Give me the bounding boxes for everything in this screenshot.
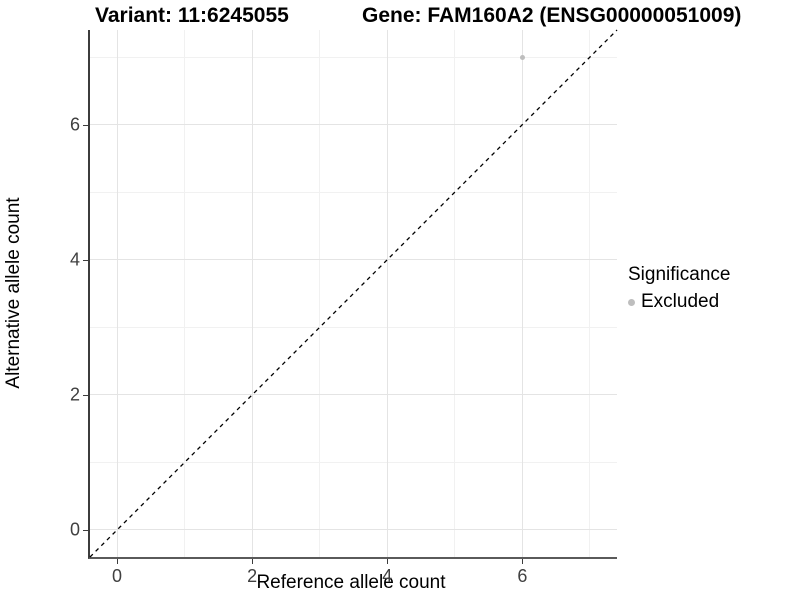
y-tick-label: 0 [69, 519, 80, 540]
plot-panel [88, 29, 618, 559]
x-tick-mark [117, 559, 119, 564]
x-tick-mark [522, 559, 524, 564]
major-gridline-vertical [386, 30, 388, 557]
plot-title-variant: Variant: 11:6245055 [95, 4, 289, 27]
x-tick-label: 0 [112, 566, 123, 586]
legend-entry-excluded: Excluded [628, 291, 730, 313]
y-tick-mark [83, 259, 88, 261]
major-gridline-vertical [251, 30, 253, 557]
legend-point-icon [628, 298, 635, 306]
y-tick-mark [83, 529, 88, 531]
major-gridline-horizontal [90, 529, 617, 531]
legend-title: Significance [628, 264, 731, 285]
legend-entry-label: Excluded [641, 291, 720, 312]
x-axis-title: Reference allele count [256, 572, 446, 593]
y-tick-mark [83, 124, 88, 126]
y-tick-label: 6 [69, 114, 80, 135]
minor-gridline-vertical [589, 30, 591, 557]
legend: Significance Excluded [628, 264, 730, 313]
identity-line [89, 29, 618, 558]
minor-gridline-vertical [454, 30, 456, 557]
x-tick-label: 6 [517, 566, 528, 586]
major-gridline-horizontal [90, 394, 617, 396]
major-gridline-vertical [521, 30, 523, 557]
major-gridline-horizontal [90, 259, 617, 261]
major-gridline-horizontal [90, 124, 617, 126]
y-tick-label: 2 [69, 384, 80, 405]
minor-gridline-vertical [319, 30, 321, 557]
minor-gridline-horizontal [90, 461, 617, 463]
major-gridline-vertical [116, 30, 118, 557]
plot-title-gene: Gene: FAM160A2 (ENSG00000051009) [362, 4, 742, 27]
minor-gridline-horizontal [90, 191, 617, 193]
minor-gridline-horizontal [90, 56, 617, 58]
x-tick-label: 4 [382, 566, 393, 586]
data-point [519, 54, 525, 60]
identity-line-layer [89, 29, 618, 558]
minor-gridline-vertical [184, 30, 186, 557]
y-axis-title: Alternative allele count [3, 197, 24, 389]
x-tick-mark [387, 559, 389, 564]
y-tick-label: 4 [69, 249, 80, 270]
x-tick-mark [252, 559, 254, 564]
minor-gridline-horizontal [90, 326, 617, 328]
y-tick-mark [83, 394, 88, 396]
x-tick-label: 2 [247, 566, 258, 586]
